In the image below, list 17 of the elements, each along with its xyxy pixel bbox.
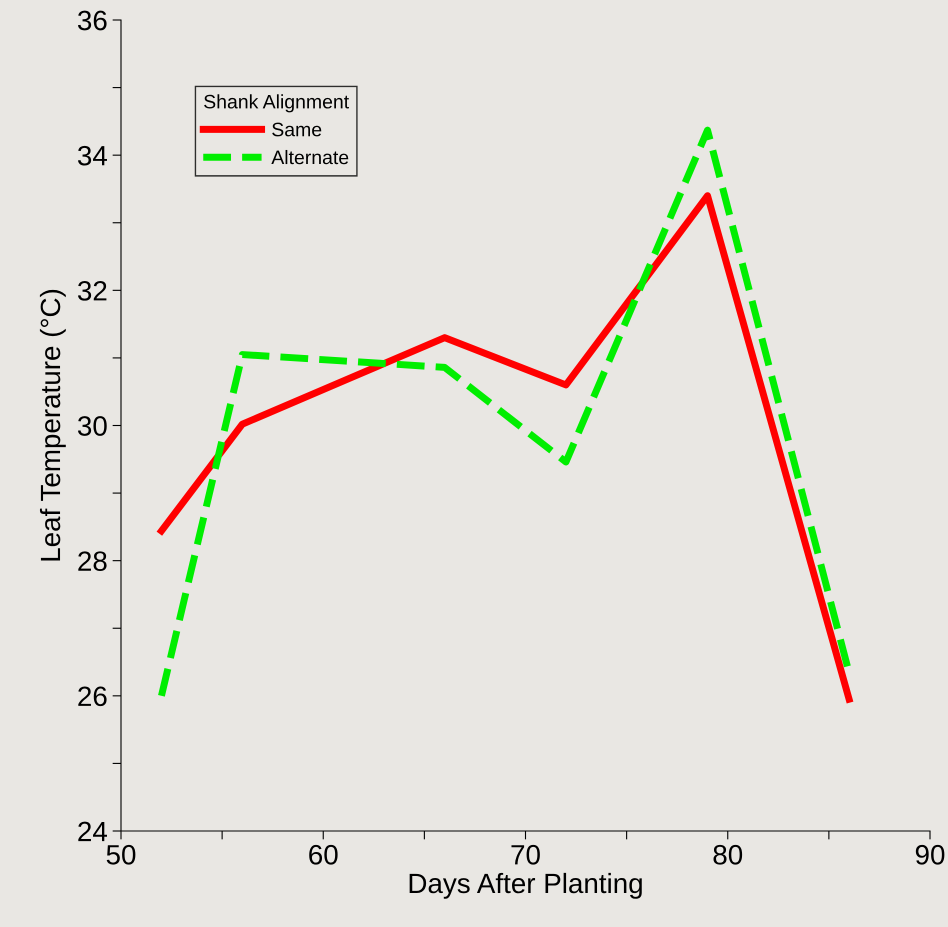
x-tick-label: 70 — [511, 844, 540, 865]
y-tick-label: 28 — [78, 551, 107, 572]
x-tick-label: 90 — [916, 844, 944, 865]
x-axis-title: Days After Planting — [410, 872, 642, 899]
y-tick-label: 24 — [78, 822, 107, 842]
x-tick-label: 50 — [106, 844, 136, 865]
y-tick-label: 34 — [78, 146, 107, 166]
x-tick-label: 80 — [714, 844, 742, 865]
y-axis-title: Leaf Temperature (°C) — [40, 290, 66, 561]
legend-label: Same — [272, 122, 322, 136]
y-tick-label: 32 — [78, 281, 106, 301]
x-tick-label: 60 — [309, 844, 338, 865]
y-tick-label: 36 — [78, 10, 107, 30]
legend-title: Shank Alignment — [204, 94, 350, 112]
legend-label: Alternate — [271, 150, 348, 164]
y-tick-label: 26 — [78, 686, 107, 706]
y-tick-label: 30 — [78, 416, 107, 436]
